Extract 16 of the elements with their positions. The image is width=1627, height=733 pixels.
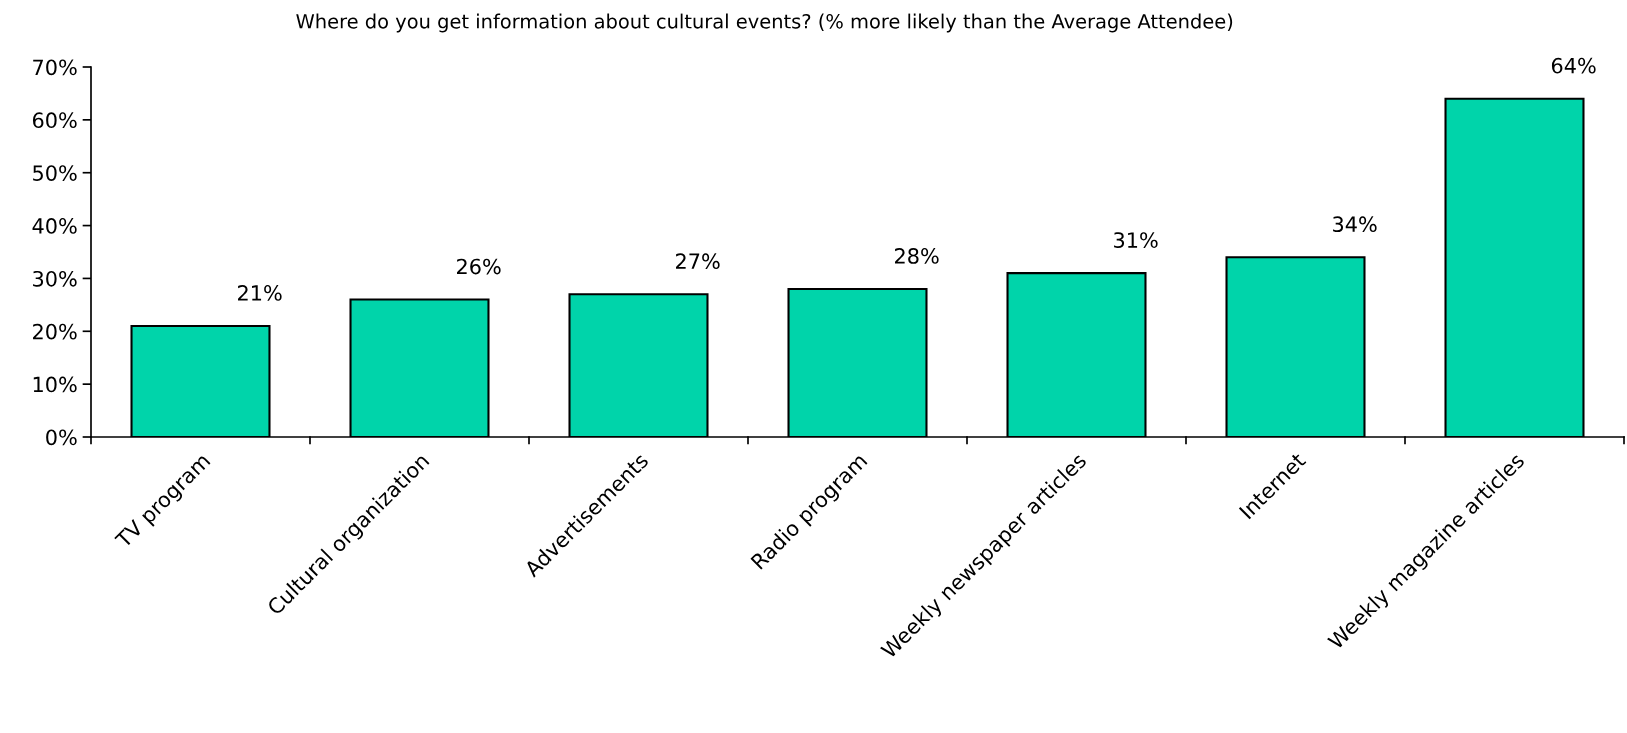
data-label: 34% (1333, 216, 1377, 233)
y-tick-label: 30% (33, 270, 77, 287)
y-tick-label: 70% (33, 59, 77, 76)
data-label: 26% (457, 258, 501, 275)
data-label: 64% (1551, 57, 1596, 74)
y-tick-label: 40% (32, 218, 77, 234)
y-tick-label: 50% (33, 165, 77, 181)
data-label: 31% (1114, 232, 1158, 248)
data-label: 27% (676, 253, 720, 270)
y-tick-label: 10% (33, 376, 77, 393)
data-label: 21% (238, 285, 282, 301)
y-tick-label: 0% (46, 429, 77, 446)
y-tick-label: 20% (33, 323, 77, 340)
y-tick-label: 60% (32, 112, 77, 129)
chart-title: Where do you get information about cultural events? (% more likely than the Average Attendee) (296, 13, 1233, 33)
data-label: 28% (895, 248, 939, 264)
